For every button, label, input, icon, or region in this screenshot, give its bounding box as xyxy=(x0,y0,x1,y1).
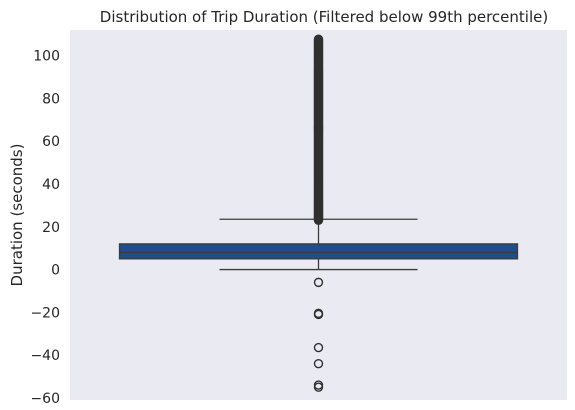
y-tick-label: 80 xyxy=(42,91,60,107)
outlier-point-high xyxy=(313,34,324,44)
box xyxy=(118,243,519,260)
y-axis-ticks: −60 −40 −20 0 20 40 60 80 100 xyxy=(30,49,60,407)
outliers xyxy=(313,34,324,392)
outlier-point-low xyxy=(313,358,324,369)
chart-title: Distribution of Trip Duration (Filtered … xyxy=(100,8,548,26)
outlier-point-low xyxy=(313,382,324,392)
y-axis-title: Duration (seconds) xyxy=(8,144,26,287)
y-tick-label: 60 xyxy=(42,134,60,150)
y-tick-label: 0 xyxy=(51,263,60,279)
y-tick-label: 100 xyxy=(33,49,60,65)
interquartile-box xyxy=(118,243,519,260)
outlier-point-low xyxy=(313,342,324,353)
y-tick-label: 40 xyxy=(42,177,60,193)
y-tick-label: −40 xyxy=(30,348,60,364)
y-tick-label: 20 xyxy=(42,220,60,236)
y-tick-label: −60 xyxy=(30,391,60,407)
outlier-point-low xyxy=(313,309,324,320)
outlier-point-low xyxy=(313,277,324,288)
y-tick-label: −20 xyxy=(30,305,60,321)
